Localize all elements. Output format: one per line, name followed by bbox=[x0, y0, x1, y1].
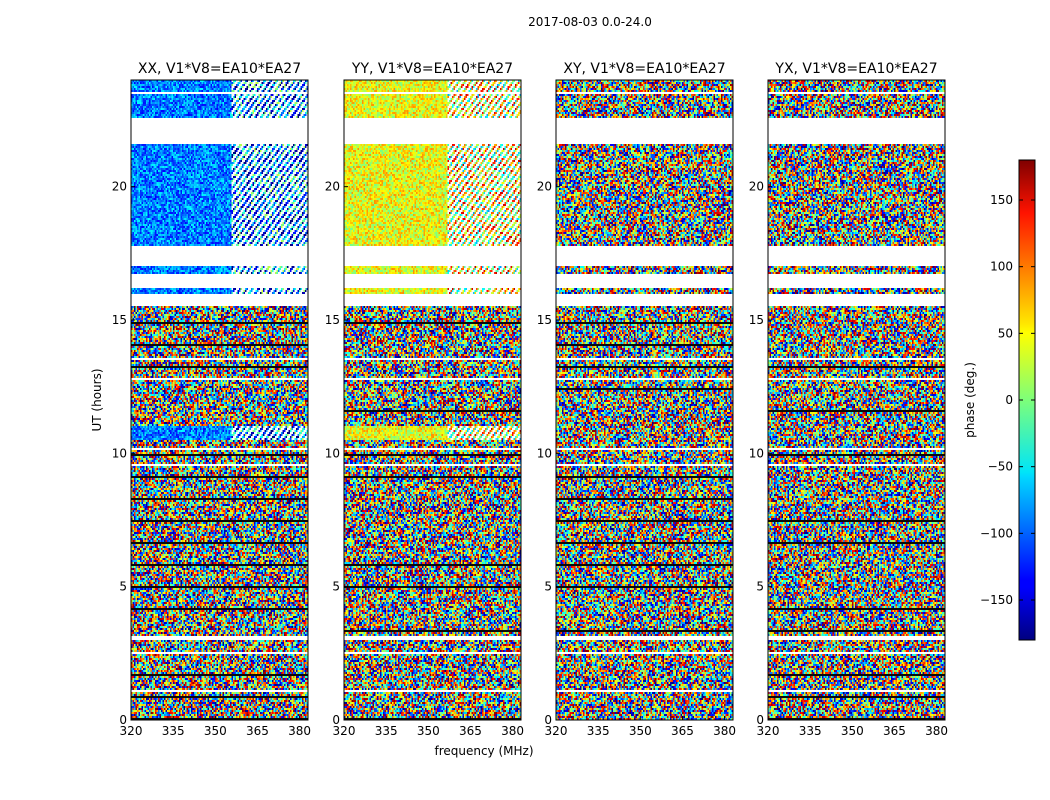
x-tick-label: 365 bbox=[671, 724, 694, 738]
panel-4-title: YX, V1*V8=EA10*EA27 bbox=[774, 61, 937, 77]
panels-group: XX, V1*V8=EA10*EA27 320 335 350 365 380 0 5 10 15… bbox=[112, 61, 948, 738]
panel-1-heatmap bbox=[131, 80, 308, 720]
colorbar-label: phase (deg.) bbox=[963, 362, 977, 438]
panel-1: XX, V1*V8=EA10*EA27 320 335 350 365 380 0 5 10 15… bbox=[112, 61, 311, 738]
x-tick-label: 320 bbox=[545, 724, 568, 738]
y-tick-label: 0 bbox=[119, 713, 127, 727]
panel-2-heatmap bbox=[344, 80, 521, 720]
y-tick-label: 5 bbox=[332, 580, 340, 594]
x-tick-label: 335 bbox=[587, 724, 610, 738]
y-tick-label: 0 bbox=[756, 713, 764, 727]
x-tick-label: 365 bbox=[883, 724, 906, 738]
y-tick-label: 10 bbox=[112, 446, 127, 460]
x-tick-label: 350 bbox=[417, 724, 440, 738]
panel-2-frame bbox=[343, 79, 522, 721]
y-tick-label: 20 bbox=[325, 180, 340, 194]
panel-4-frame bbox=[767, 79, 946, 721]
colorbar-tick-label: −150 bbox=[980, 593, 1013, 607]
colorbar-tick-label: −100 bbox=[980, 526, 1013, 540]
y-tick-label: 20 bbox=[749, 180, 764, 194]
colorbar-tick-label: 150 bbox=[990, 193, 1013, 207]
x-tick-label: 350 bbox=[629, 724, 652, 738]
y-tick-label: 20 bbox=[537, 180, 552, 194]
colorbar-tick-label: 50 bbox=[998, 326, 1013, 340]
x-tick-label: 335 bbox=[799, 724, 822, 738]
y-tick-label: 10 bbox=[749, 446, 764, 460]
y-tick-label: 15 bbox=[112, 313, 127, 327]
x-tick-label: 335 bbox=[375, 724, 398, 738]
panel-3-frame bbox=[555, 79, 734, 721]
figure-suptitle: 2017-08-03 0.0-24.0 bbox=[528, 15, 652, 29]
x-tick-label: 320 bbox=[120, 724, 143, 738]
x-axis-label: frequency (MHz) bbox=[434, 744, 533, 758]
x-tick-label: 365 bbox=[459, 724, 482, 738]
colorbar-tick-label: 0 bbox=[1005, 393, 1013, 407]
y-tick-label: 10 bbox=[325, 446, 340, 460]
y-tick-label: 5 bbox=[544, 580, 552, 594]
panel-3: XY, V1*V8=EA10*EA27 320 335 350 365 380 0 5 10 15… bbox=[537, 61, 736, 738]
x-tick-label: 380 bbox=[501, 724, 524, 738]
x-tick-label: 380 bbox=[925, 724, 948, 738]
x-tick-label: 380 bbox=[288, 724, 311, 738]
panel-1-title: XX, V1*V8=EA10*EA27 bbox=[138, 61, 301, 77]
panel-4-heatmap bbox=[768, 80, 945, 720]
y-tick-label: 15 bbox=[537, 313, 552, 327]
y-tick-label: 15 bbox=[749, 313, 764, 327]
panel-2: YY, V1*V8=EA10*EA27 320 335 350 365 380 0 5 10 15… bbox=[325, 61, 524, 738]
colorbar: phase (deg.) −150 −100 −50 0 50 100 150 bbox=[963, 159, 1036, 641]
x-tick-label: 380 bbox=[713, 724, 736, 738]
y-tick-label: 5 bbox=[756, 580, 764, 594]
colorbar-tick-label: −50 bbox=[988, 460, 1013, 474]
panel-4: YX, V1*V8=EA10*EA27 320 335 350 365 380 0 5 10 15… bbox=[749, 61, 948, 738]
x-tick-label: 365 bbox=[246, 724, 269, 738]
y-axis-label: UT (hours) bbox=[90, 368, 104, 431]
panel-2-title: YY, V1*V8=EA10*EA27 bbox=[351, 61, 513, 77]
x-tick-label: 350 bbox=[204, 724, 227, 738]
y-tick-label: 10 bbox=[537, 446, 552, 460]
panel-3-heatmap bbox=[556, 80, 733, 720]
y-tick-label: 5 bbox=[119, 580, 127, 594]
panel-3-title: XY, V1*V8=EA10*EA27 bbox=[563, 61, 725, 77]
y-tick-label: 0 bbox=[544, 713, 552, 727]
colorbar-tick-label: 100 bbox=[990, 260, 1013, 274]
x-tick-label: 320 bbox=[757, 724, 780, 738]
y-tick-label: 15 bbox=[325, 313, 340, 327]
panel-1-frame bbox=[130, 79, 309, 721]
x-tick-label: 335 bbox=[162, 724, 185, 738]
x-tick-label: 320 bbox=[333, 724, 356, 738]
y-tick-label: 20 bbox=[112, 180, 127, 194]
x-tick-label: 350 bbox=[841, 724, 864, 738]
y-tick-label: 0 bbox=[332, 713, 340, 727]
